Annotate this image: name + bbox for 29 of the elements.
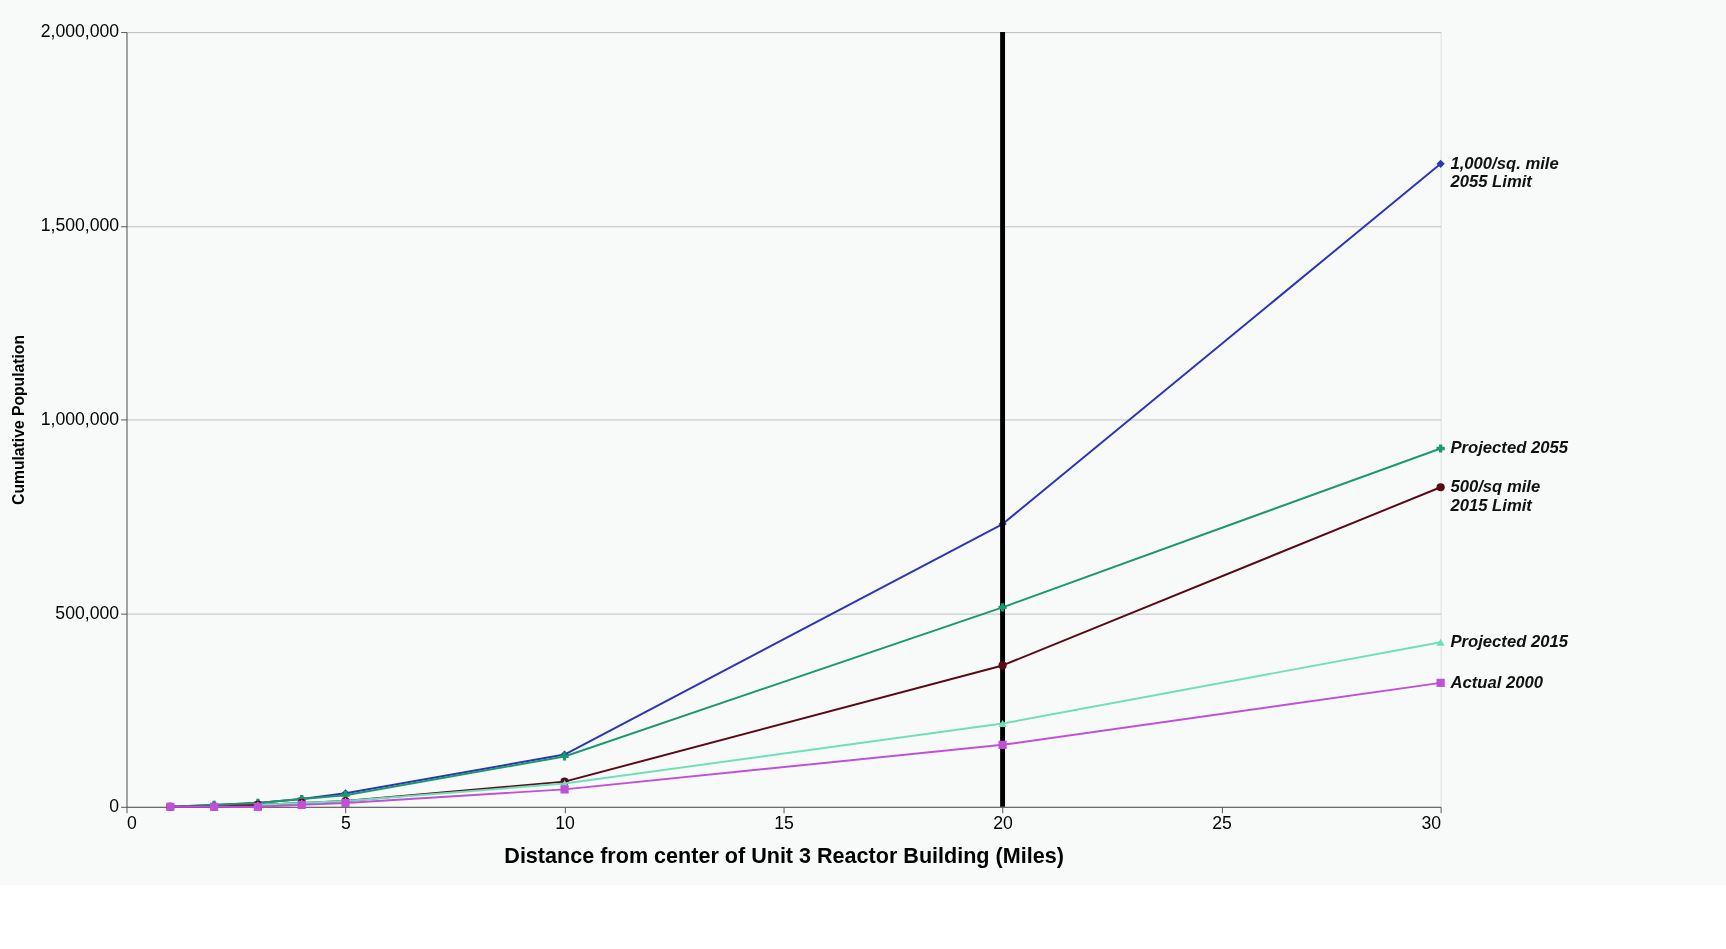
y-tick-label: 1,500,000 [40,215,120,236]
x-tick-label: 10 [555,812,576,833]
x-tick-label: 5 [341,812,352,833]
y-axis-title: Cumulative Population [9,334,27,505]
point [998,740,1007,749]
y-tick-label: 2,000,000 [40,21,120,42]
y-tick-label: 0 [109,796,120,817]
x-tick-label: 30 [1421,812,1442,833]
y-tick-label: 500,000 [55,602,120,623]
series-label: 1,000/sq. mile 2055 Limit [1449,153,1559,192]
x-axis-title: Distance from center of Unit 3 Reactor Building (Miles) [504,843,1064,869]
y-tick-label: 1,000,000 [40,408,120,429]
point [1436,678,1445,687]
point [560,785,569,794]
point [1436,483,1445,492]
point [1436,638,1445,646]
x-tick-label: 20 [993,812,1014,833]
series-label: 500/sq mile 2015 Limit [1449,477,1541,515]
x-tick-label: 0 [127,812,137,833]
x-tick-label: 25 [1212,812,1233,833]
series-label: Actual 2000 [1449,672,1544,692]
point [998,661,1007,670]
point [1436,159,1445,168]
x-tick-label: 15 [774,812,795,833]
series-label: Projected 2055 [1450,438,1569,458]
point [998,719,1007,728]
point [998,603,1007,612]
series-label: Projected 2015 [1450,632,1569,652]
point [1436,444,1445,453]
